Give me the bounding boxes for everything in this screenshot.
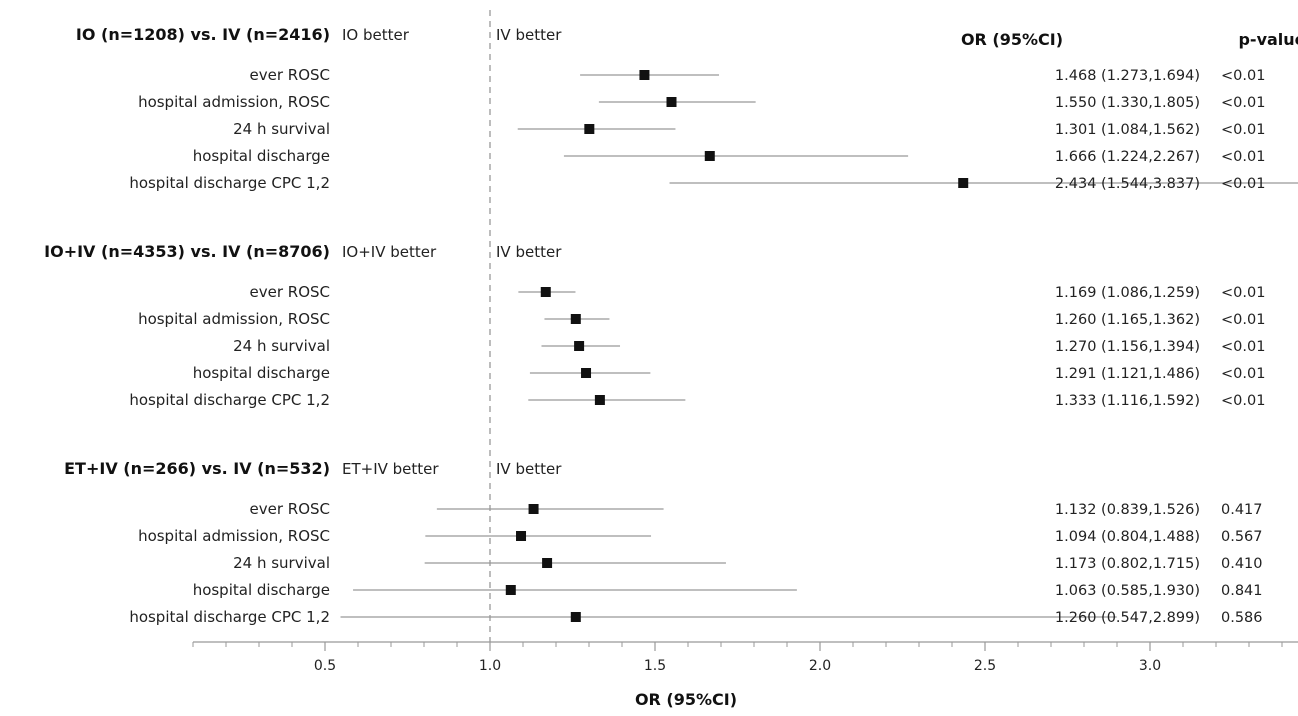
or-ci-value: 1.468 (1.273,1.694): [1055, 68, 1200, 84]
row-label: 24 h survival: [233, 337, 330, 355]
or-ci-value: 1.173 (0.802,1.715): [1055, 556, 1200, 572]
row-label: hospital discharge CPC 1,2: [129, 391, 330, 409]
or-ci-value: 2.434 (1.544,3.837): [1055, 176, 1200, 192]
forest-row: hospital discharge CPC 1,2 1.260 (0.547,2…: [129, 608, 1262, 626]
row-label: hospital discharge: [193, 364, 330, 382]
odds-ratio-point: [639, 70, 650, 80]
forest-row: hospital admission, ROSC 1.260 (1.165,1.3…: [138, 310, 1265, 328]
forest-row: hospital discharge 1.666 (1.224,2.267) <0.…: [193, 147, 1266, 165]
forest-row: 24 h survival 1.270 (1.156,1.394) <0.01: [233, 337, 1265, 355]
or-ci-value: 1.550 (1.330,1.805): [1055, 95, 1200, 111]
row-label: hospital admission, ROSC: [138, 93, 330, 111]
row-label: 24 h survival: [233, 554, 330, 572]
row-label: hospital discharge: [193, 147, 330, 165]
forest-row: hospital discharge 1.291 (1.121,1.486) <0.…: [193, 364, 1266, 382]
p-value: <0.01: [1221, 393, 1265, 409]
p-value: <0.01: [1221, 339, 1265, 355]
row-label: hospital discharge: [193, 581, 330, 599]
odds-ratio-point: [540, 287, 551, 297]
forest-row: hospital discharge CPC 1,2 1.333 (1.116,1…: [129, 391, 1265, 409]
group-title: IO+IV (n=4353) vs. IV (n=8706): [44, 242, 330, 261]
or-ci-value: 1.169 (1.086,1.259): [1055, 285, 1200, 301]
x-tick-label: 1.0: [479, 658, 501, 674]
row-label: ever ROSC: [250, 66, 331, 84]
p-value-column-header: p-value: [1238, 30, 1298, 49]
forest-row: hospital admission, ROSC 1.094 (0.804,1.4…: [138, 527, 1262, 545]
forest-group: IO (n=1208) vs. IV (n=2416) IO better IV b…: [76, 25, 1298, 192]
p-value: <0.01: [1221, 68, 1265, 84]
or-ci-value: 1.333 (1.116,1.592): [1055, 393, 1200, 409]
p-value: 0.841: [1221, 583, 1263, 599]
or-ci-value: 1.260 (0.547,2.899): [1055, 610, 1200, 626]
p-value: <0.01: [1221, 285, 1265, 301]
or-ci-value: 1.260 (1.165,1.362): [1055, 312, 1200, 328]
odds-ratio-point: [584, 124, 595, 134]
odds-ratio-point: [574, 341, 585, 351]
row-label: hospital admission, ROSC: [138, 310, 330, 328]
x-tick-label: 3.0: [1139, 658, 1161, 674]
odds-ratio-point: [505, 585, 516, 595]
row-label: ever ROSC: [250, 500, 331, 518]
or-ci-value: 1.301 (1.084,1.562): [1055, 122, 1200, 138]
left-better-label: ET+IV better: [342, 460, 439, 478]
odds-ratio-point: [542, 558, 553, 568]
p-value: <0.01: [1221, 312, 1265, 328]
p-value: <0.01: [1221, 149, 1265, 165]
odds-ratio-point: [570, 314, 581, 324]
group-title: ET+IV (n=266) vs. IV (n=532): [64, 459, 330, 478]
forest-groups: IO (n=1208) vs. IV (n=2416) IO better IV b…: [44, 25, 1298, 626]
or-ci-column-header: OR (95%CI): [961, 30, 1063, 49]
or-ci-value: 1.291 (1.121,1.486): [1055, 366, 1200, 382]
odds-ratio-point: [516, 531, 527, 541]
forest-row: ever ROSC 1.169 (1.086,1.259) <0.01: [250, 283, 1266, 301]
p-value: 0.417: [1221, 502, 1263, 518]
group-title: IO (n=1208) vs. IV (n=2416): [76, 25, 330, 44]
p-value: 0.567: [1221, 529, 1263, 545]
odds-ratio-point: [570, 612, 581, 622]
forest-group: IO+IV (n=4353) vs. IV (n=8706) IO+IV bett…: [44, 242, 1265, 409]
right-better-label: IV better: [496, 460, 562, 478]
odds-ratio-point: [594, 395, 605, 405]
row-label: ever ROSC: [250, 283, 331, 301]
x-tick-label: 2.5: [974, 658, 996, 674]
or-ci-value: 1.094 (0.804,1.488): [1055, 529, 1200, 545]
forest-row: 24 h survival 1.301 (1.084,1.562) <0.01: [233, 120, 1265, 138]
right-better-label: IV better: [496, 26, 562, 44]
x-axis: 0.51.01.52.02.53.03.54.0: [192, 641, 1298, 674]
forest-row: hospital admission, ROSC 1.550 (1.330,1.8…: [138, 93, 1265, 111]
forest-row: ever ROSC 1.132 (0.839,1.526) 0.417: [250, 500, 1263, 518]
row-label: hospital discharge CPC 1,2: [129, 608, 330, 626]
p-value: <0.01: [1221, 176, 1265, 192]
odds-ratio-point: [958, 178, 969, 188]
p-value: <0.01: [1221, 122, 1265, 138]
forest-row: ever ROSC 1.468 (1.273,1.694) <0.01: [250, 66, 1266, 84]
odds-ratio-point: [704, 151, 715, 161]
p-value: <0.01: [1221, 95, 1265, 111]
row-label: 24 h survival: [233, 120, 330, 138]
or-ci-value: 1.132 (0.839,1.526): [1055, 502, 1200, 518]
forest-row: hospital discharge CPC 1,2 2.434 (1.544,3…: [129, 174, 1298, 192]
row-label: hospital admission, ROSC: [138, 527, 330, 545]
odds-ratio-point: [528, 504, 539, 514]
x-tick-label: 1.5: [644, 658, 666, 674]
left-better-label: IO better: [342, 26, 410, 44]
row-label: hospital discharge CPC 1,2: [129, 174, 330, 192]
p-value: <0.01: [1221, 366, 1265, 382]
p-value: 0.586: [1221, 610, 1263, 626]
x-tick-label: 0.5: [314, 658, 336, 674]
forest-row: hospital discharge 1.063 (0.585,1.930) 0.8…: [193, 581, 1263, 599]
or-ci-value: 1.666 (1.224,2.267): [1055, 149, 1200, 165]
x-axis-title: OR (95%CI): [635, 690, 737, 709]
or-ci-value: 1.270 (1.156,1.394): [1055, 339, 1200, 355]
odds-ratio-point: [666, 97, 677, 107]
odds-ratio-point: [581, 368, 592, 378]
right-better-label: IV better: [496, 243, 562, 261]
left-better-label: IO+IV better: [342, 243, 437, 261]
forest-group: ET+IV (n=266) vs. IV (n=532) ET+IV better…: [64, 459, 1262, 626]
forest-row: 24 h survival 1.173 (0.802,1.715) 0.410: [233, 554, 1262, 572]
p-value: 0.410: [1221, 556, 1263, 572]
x-tick-label: 2.0: [809, 658, 831, 674]
or-ci-value: 1.063 (0.585,1.930): [1055, 583, 1200, 599]
